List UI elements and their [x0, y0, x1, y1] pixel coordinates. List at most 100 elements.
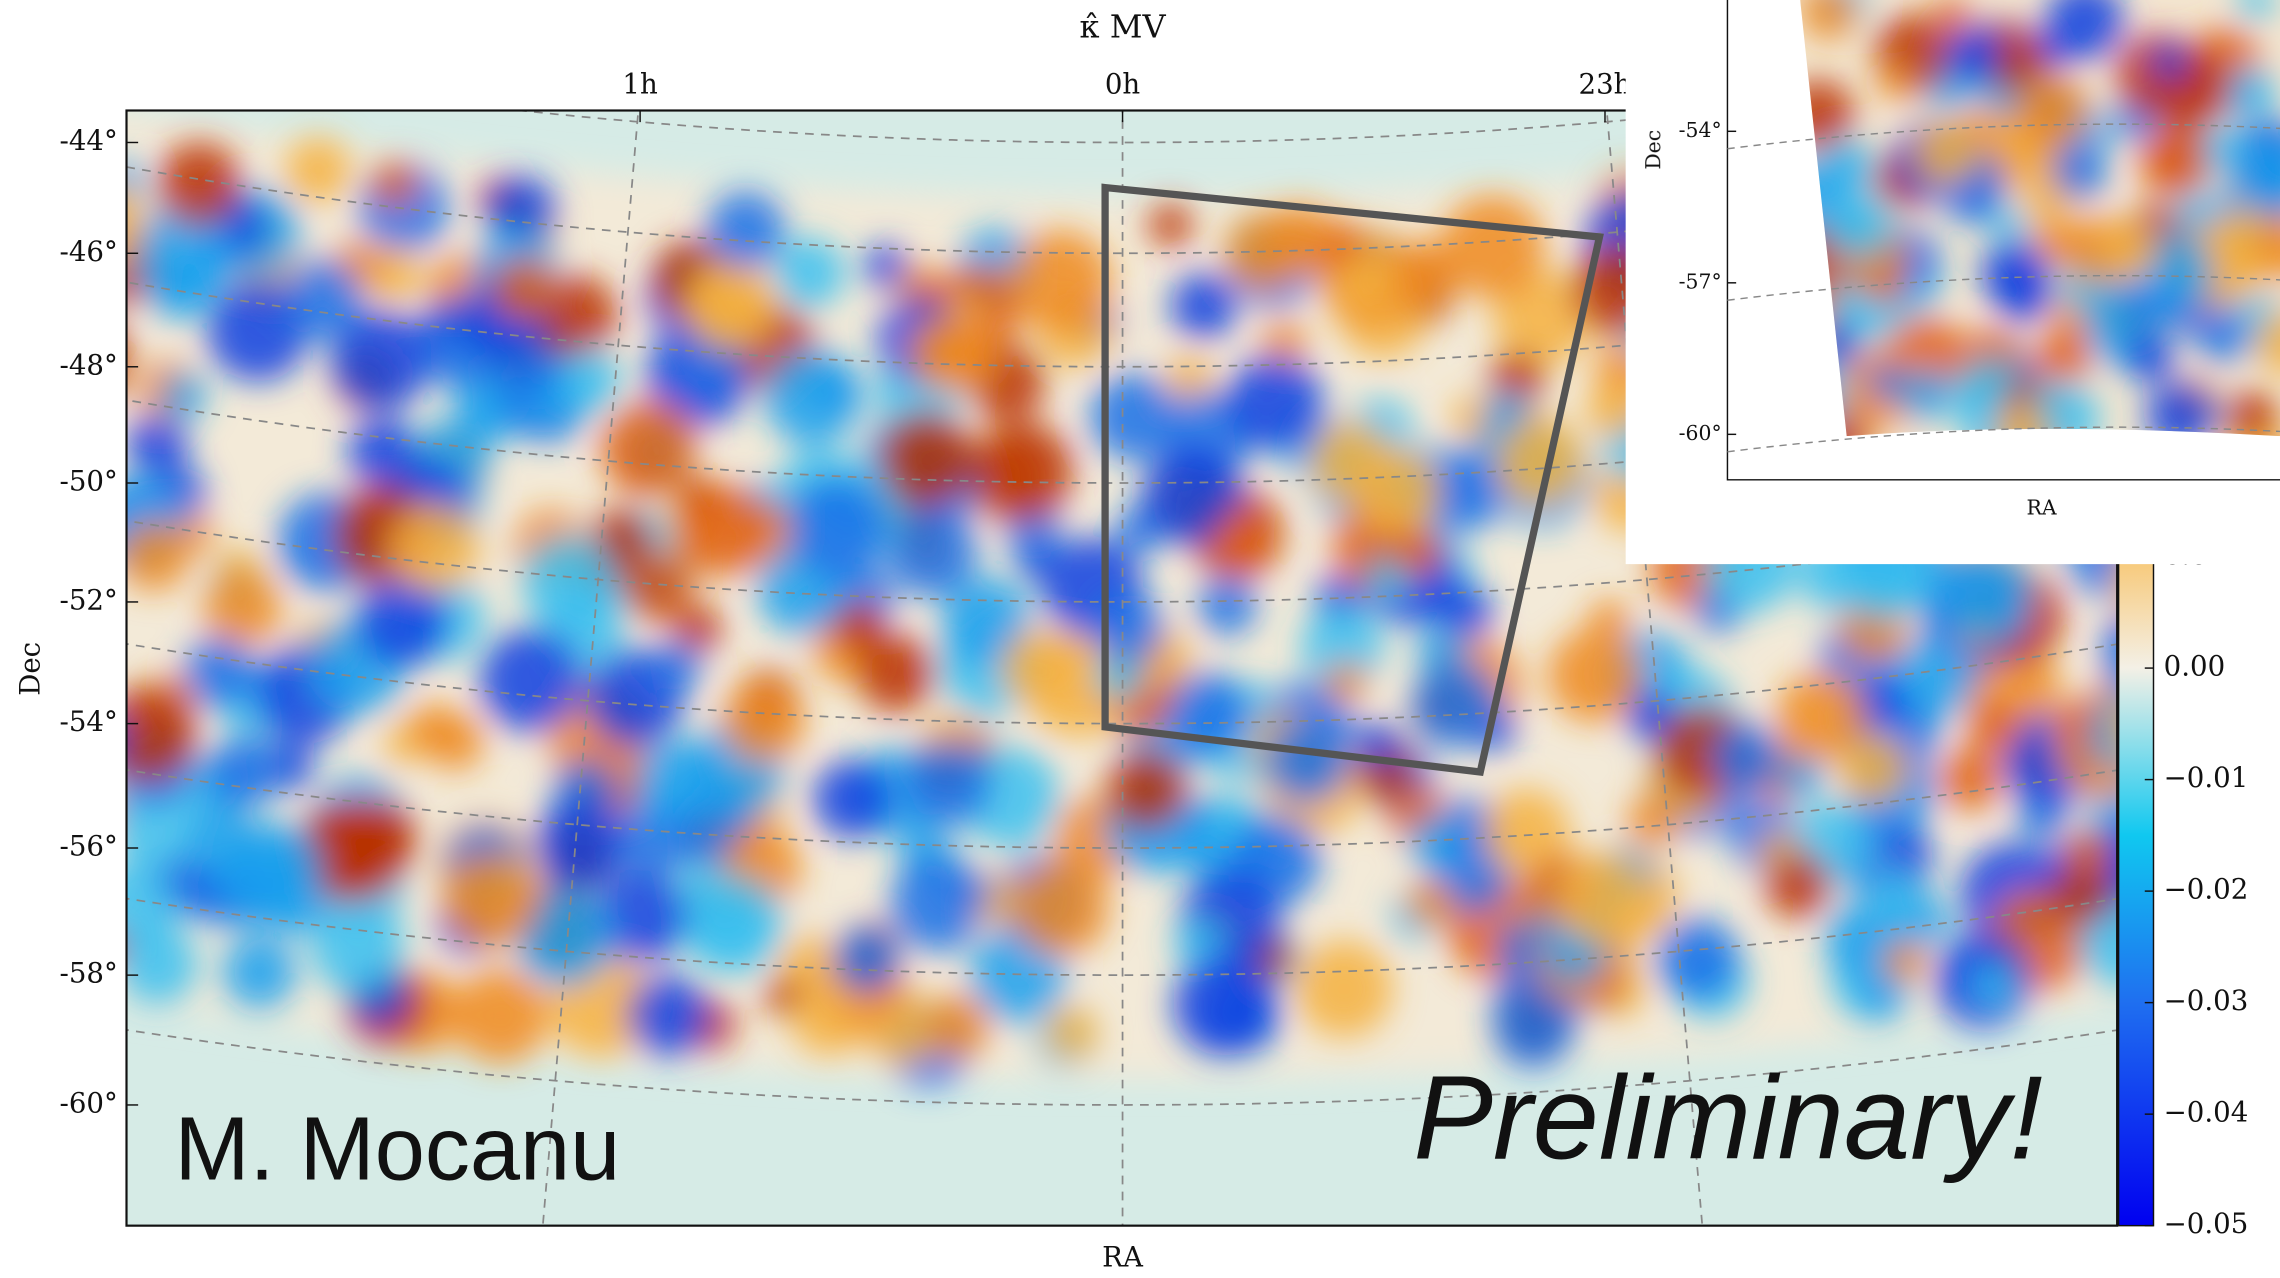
blob — [1589, 599, 1630, 640]
blob — [390, 502, 480, 592]
blob — [973, 422, 1073, 522]
colorbar-tick-label: −0.04 — [2164, 1096, 2249, 1129]
blob — [1325, 662, 1366, 703]
blob — [0, 852, 57, 916]
blob — [791, 980, 867, 1056]
x-tick-label: 0h — [1105, 67, 1141, 100]
blob — [126, 413, 189, 476]
blob — [864, 244, 909, 289]
blob — [1198, 577, 1257, 636]
colorbar-tick-label: −0.02 — [2164, 873, 2249, 906]
blob — [1825, 191, 1893, 259]
blob — [1981, 239, 2049, 307]
y-tick-label: -60° — [60, 1086, 118, 1119]
blob — [1265, 720, 1348, 803]
blob — [0, 803, 50, 893]
blob — [492, 257, 556, 321]
blob — [36, 902, 88, 954]
blob — [2014, 75, 2090, 151]
blob — [2158, 585, 2218, 645]
blob — [707, 191, 785, 269]
y-tick-label: -52° — [60, 583, 118, 616]
blob — [1626, 796, 1677, 847]
blob — [624, 552, 695, 623]
blob — [1866, 868, 1920, 922]
y-tick-label: -46° — [60, 235, 118, 268]
blob — [558, 349, 621, 412]
blob — [223, 935, 297, 1009]
blob — [722, 680, 805, 763]
title: κ̂ MV — [1080, 8, 1167, 46]
blob — [1868, 364, 1905, 401]
blob — [2, 487, 82, 567]
blob — [1013, 861, 1108, 956]
blob — [0, 607, 11, 683]
blob — [813, 759, 893, 839]
blob — [0, 828, 50, 886]
blob — [64, 526, 107, 569]
y-tick-label: -44° — [60, 124, 118, 157]
blob — [764, 348, 860, 444]
blob — [1000, 629, 1077, 706]
blob — [219, 821, 323, 925]
x-tick-label: 23h — [1579, 67, 1632, 100]
blob — [1366, 559, 1408, 601]
blob — [1295, 940, 1392, 1037]
y-tick-label: -58° — [60, 957, 118, 990]
blob — [33, 260, 104, 331]
y-tick-label: -48° — [60, 348, 118, 381]
blob — [1406, 880, 1453, 927]
blob — [453, 968, 548, 1063]
blob — [1765, 852, 1831, 918]
blob — [1009, 230, 1111, 332]
y-tick-label: -50° — [60, 465, 118, 498]
blob — [2227, 68, 2276, 117]
blob — [11, 286, 56, 331]
blob — [1967, 702, 2019, 754]
inset-x-label: RA — [2027, 495, 2057, 519]
blob — [1170, 273, 1237, 340]
blob — [1867, 270, 1902, 305]
blob — [1409, 815, 1463, 869]
blob — [1213, 509, 1275, 571]
blob — [677, 483, 771, 577]
blob — [2102, 222, 2158, 278]
blob — [2195, 309, 2248, 362]
blob — [1554, 851, 1650, 946]
blob — [0, 900, 45, 946]
blob — [633, 740, 718, 825]
blob — [48, 274, 99, 325]
colorbar-tick-label: −0.05 — [2164, 1207, 2249, 1240]
blob — [2154, 807, 2220, 873]
blob — [2270, 744, 2280, 824]
blob — [30, 512, 101, 583]
blob — [479, 628, 583, 732]
blob — [879, 411, 974, 506]
inset: RA Dec -54°-57°-60° — [1626, 0, 2280, 564]
blob — [2251, 764, 2280, 814]
blob — [118, 520, 189, 591]
blob — [833, 927, 898, 992]
blob — [534, 798, 626, 890]
blob — [774, 237, 845, 308]
blob — [684, 876, 782, 974]
blob — [2140, 128, 2210, 198]
blob — [203, 569, 281, 647]
y-label: Dec — [13, 642, 46, 696]
blob — [601, 400, 697, 496]
blob — [22, 727, 64, 769]
blob — [210, 735, 281, 806]
blob — [1950, 176, 2000, 226]
blob — [2211, 565, 2280, 638]
preliminary-note: Preliminary! — [1413, 1051, 2042, 1184]
author-note: M. Mocanu — [174, 1099, 620, 1200]
colorbar-tick-label: −0.01 — [2164, 761, 2249, 794]
blob — [1106, 749, 1187, 830]
blob — [47, 508, 100, 561]
blob — [1149, 203, 1193, 247]
chart: κ̂ MV RA Dec M. Mocanu Preliminary! -44°… — [0, 0, 2280, 1278]
blob — [1656, 917, 1739, 1000]
blob — [2038, 331, 2091, 384]
blob — [522, 535, 616, 629]
blob — [0, 758, 2, 857]
